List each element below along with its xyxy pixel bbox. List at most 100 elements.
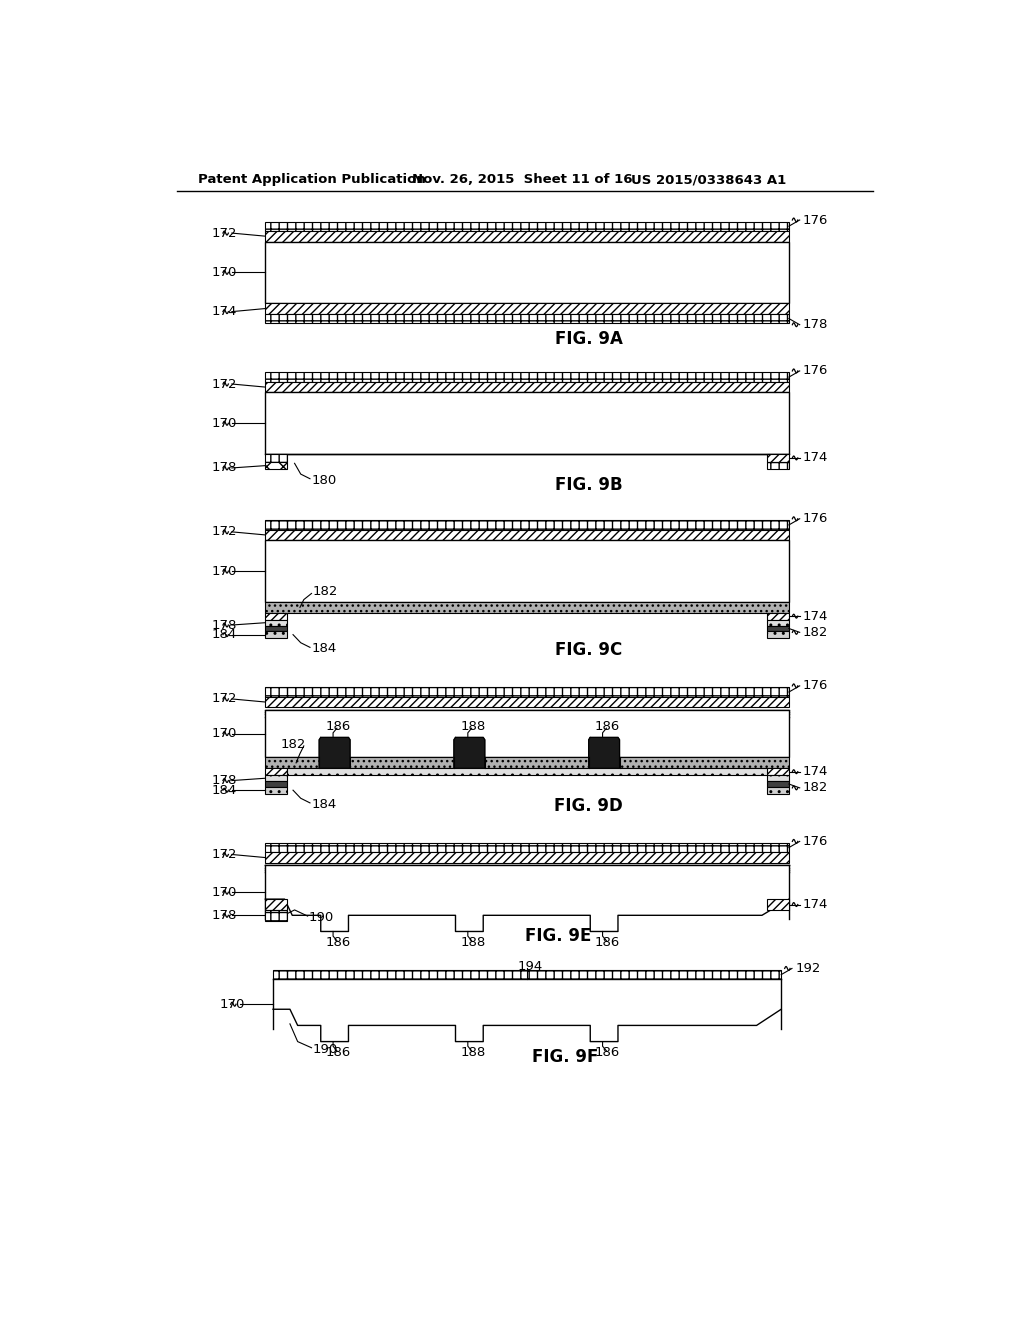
Bar <box>454 758 484 768</box>
Text: FIG. 9E: FIG. 9E <box>524 927 591 945</box>
Bar <box>265 540 788 602</box>
Bar <box>273 979 781 1030</box>
Text: 184: 184 <box>311 643 337 656</box>
Bar <box>767 899 788 909</box>
Text: 194: 194 <box>518 961 543 973</box>
Polygon shape <box>265 866 788 932</box>
Text: 184: 184 <box>311 797 337 810</box>
Bar <box>265 697 788 708</box>
Text: 174: 174 <box>211 305 237 318</box>
Bar <box>265 899 287 909</box>
Polygon shape <box>273 979 781 1041</box>
Text: 176: 176 <box>803 214 828 227</box>
Bar <box>265 612 287 619</box>
Text: 176: 176 <box>803 680 828 693</box>
Bar <box>265 462 287 470</box>
Text: 186: 186 <box>326 1045 350 1059</box>
Bar <box>265 381 788 392</box>
Text: 176: 176 <box>803 364 828 378</box>
Bar <box>265 781 287 787</box>
Bar <box>767 768 788 775</box>
Bar <box>265 314 788 323</box>
Text: 182: 182 <box>803 781 828 795</box>
Text: 170: 170 <box>211 886 237 899</box>
Text: 178: 178 <box>211 774 237 787</box>
Text: 176: 176 <box>803 512 828 525</box>
Text: Patent Application Publication: Patent Application Publication <box>199 173 426 186</box>
Text: 170: 170 <box>211 417 237 430</box>
Text: 186: 186 <box>595 1045 621 1059</box>
Polygon shape <box>319 738 350 768</box>
Text: 172: 172 <box>211 525 237 539</box>
Text: 172: 172 <box>211 693 237 705</box>
Text: 188: 188 <box>460 936 485 949</box>
Text: 178: 178 <box>211 908 237 921</box>
Bar <box>767 454 788 462</box>
Bar <box>265 866 788 919</box>
Text: 186: 186 <box>326 936 350 949</box>
Bar <box>265 619 287 626</box>
Text: 170: 170 <box>211 265 237 279</box>
Text: 186: 186 <box>595 721 621 733</box>
Text: 188: 188 <box>460 1045 485 1059</box>
Text: 176: 176 <box>803 834 828 847</box>
Text: 184: 184 <box>211 784 237 797</box>
Bar <box>767 626 788 631</box>
Bar <box>265 626 287 631</box>
Bar <box>265 787 287 793</box>
Bar <box>767 631 788 638</box>
Text: 192: 192 <box>795 962 820 975</box>
Bar <box>454 758 484 768</box>
Bar <box>442 979 611 987</box>
Text: 190: 190 <box>308 911 334 924</box>
Text: 184: 184 <box>211 628 237 642</box>
Bar <box>265 631 287 638</box>
Bar <box>273 970 781 979</box>
Text: FIG. 9F: FIG. 9F <box>532 1048 599 1067</box>
Text: 186: 186 <box>326 721 350 733</box>
Bar <box>265 304 788 314</box>
Bar <box>265 758 788 768</box>
Bar <box>767 781 788 787</box>
Text: Nov. 26, 2015  Sheet 11 of 16: Nov. 26, 2015 Sheet 11 of 16 <box>412 173 632 186</box>
Text: 170: 170 <box>211 565 237 578</box>
Bar <box>767 787 788 793</box>
Text: FIG. 9C: FIG. 9C <box>555 642 623 660</box>
Text: 178: 178 <box>211 462 237 474</box>
Bar <box>265 775 287 781</box>
Bar <box>265 843 788 853</box>
Bar <box>767 612 788 619</box>
Bar <box>265 242 788 304</box>
Text: US 2015/0338643 A1: US 2015/0338643 A1 <box>631 173 786 186</box>
Text: 182: 182 <box>313 585 338 598</box>
Text: 188: 188 <box>460 721 485 733</box>
Polygon shape <box>454 738 484 768</box>
Bar <box>265 710 788 758</box>
Text: 180: 180 <box>311 474 337 487</box>
Bar <box>265 520 788 529</box>
Bar <box>265 392 788 454</box>
Text: 186: 186 <box>595 936 621 949</box>
Text: 178: 178 <box>803 318 828 331</box>
Bar <box>265 454 287 462</box>
Text: 174: 174 <box>803 898 828 911</box>
Bar <box>265 529 788 540</box>
Bar <box>287 768 767 775</box>
Text: FIG. 9B: FIG. 9B <box>555 477 623 494</box>
Bar <box>767 775 788 781</box>
Text: 174: 174 <box>803 766 828 779</box>
Bar <box>265 602 788 612</box>
Text: 172: 172 <box>211 227 237 240</box>
Text: 172: 172 <box>211 378 237 391</box>
Bar <box>319 758 350 768</box>
Polygon shape <box>589 738 620 768</box>
Bar <box>767 462 788 470</box>
Text: 174: 174 <box>803 451 828 465</box>
Bar <box>319 758 350 768</box>
Text: 170: 170 <box>211 727 237 741</box>
Bar <box>265 688 788 697</box>
Bar <box>265 372 788 381</box>
Text: 172: 172 <box>211 847 237 861</box>
Text: 182: 182 <box>281 738 306 751</box>
Text: 174: 174 <box>803 610 828 623</box>
